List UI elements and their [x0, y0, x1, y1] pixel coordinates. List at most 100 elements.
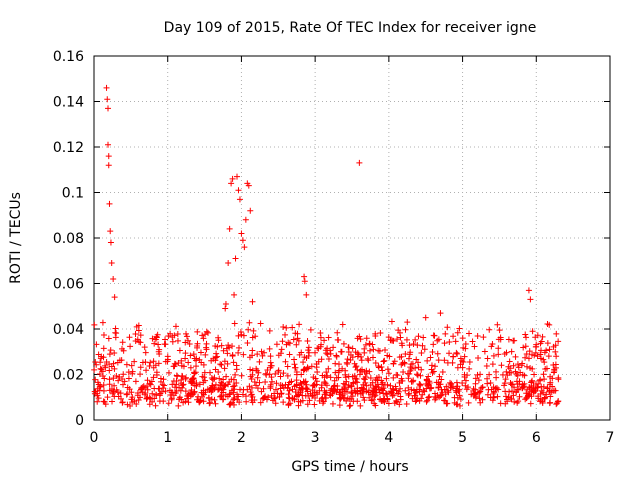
- data-point: [531, 352, 538, 359]
- data-point: [265, 394, 272, 401]
- data-point: [137, 332, 144, 339]
- data-point: [513, 371, 520, 378]
- data-point: [550, 343, 557, 350]
- data-point: [186, 340, 193, 347]
- data-point: [119, 339, 126, 346]
- data-point: [144, 386, 151, 393]
- data-point: [161, 382, 168, 389]
- data-point: [250, 327, 257, 334]
- data-point: [384, 381, 391, 388]
- data-point: [235, 187, 242, 194]
- data-point: [363, 370, 370, 377]
- data-point: [434, 392, 441, 399]
- data-point: [149, 390, 156, 397]
- data-point: [168, 395, 175, 402]
- chart-title: Day 109 of 2015, Rate Of TEC Index for r…: [164, 20, 537, 36]
- data-point: [393, 397, 400, 404]
- data-point: [406, 351, 413, 358]
- data-point: [273, 380, 280, 387]
- data-point: [459, 335, 466, 342]
- data-point: [372, 386, 379, 393]
- data-point: [366, 347, 373, 354]
- data-point: [245, 182, 252, 189]
- data-point: [254, 351, 261, 358]
- data-point: [303, 291, 310, 298]
- data-point: [444, 400, 451, 407]
- data-point: [395, 327, 402, 334]
- data-point: [464, 372, 471, 379]
- data-point: [352, 375, 359, 382]
- data-point: [232, 371, 239, 378]
- data-point: [216, 375, 223, 382]
- data-point: [459, 364, 466, 371]
- data-point: [454, 401, 461, 408]
- data-point: [431, 390, 438, 397]
- data-point: [424, 377, 431, 384]
- data-point: [267, 359, 274, 366]
- data-point: [552, 348, 559, 355]
- data-point: [354, 353, 361, 360]
- data-point: [362, 341, 369, 348]
- data-point: [123, 361, 130, 368]
- data-point: [466, 330, 473, 337]
- data-point: [483, 363, 490, 370]
- data-point: [524, 386, 531, 393]
- data-point: [225, 260, 232, 267]
- data-point: [201, 369, 208, 376]
- data-point: [523, 350, 530, 357]
- data-point: [310, 392, 317, 399]
- data-point: [136, 338, 143, 345]
- data-point: [243, 398, 250, 405]
- data-point: [196, 356, 203, 363]
- data-point: [106, 376, 113, 383]
- data-point: [269, 378, 276, 385]
- data-point: [261, 349, 268, 356]
- data-point: [133, 323, 140, 330]
- data-point: [474, 371, 481, 378]
- data-point: [283, 324, 290, 331]
- data-point: [129, 394, 136, 401]
- data-point: [111, 382, 118, 389]
- data-point: [324, 351, 331, 358]
- data-point: [205, 394, 212, 401]
- data-point: [289, 324, 296, 331]
- data-point: [132, 378, 139, 385]
- data-point: [370, 346, 377, 353]
- data-point: [286, 387, 293, 394]
- data-point: [237, 329, 244, 336]
- data-point: [424, 397, 431, 404]
- data-point: [412, 389, 419, 396]
- data-point: [259, 352, 266, 359]
- data-point: [428, 366, 435, 373]
- y-tick-label: 0.1: [62, 186, 84, 202]
- data-point: [378, 363, 385, 370]
- data-point: [285, 391, 292, 398]
- data-point: [300, 359, 307, 366]
- data-point: [394, 399, 401, 406]
- data-point: [425, 373, 432, 380]
- data-point: [538, 347, 545, 354]
- data-point: [233, 362, 240, 369]
- data-point: [435, 336, 442, 343]
- data-point: [266, 327, 273, 334]
- data-point: [420, 387, 427, 394]
- data-point: [272, 394, 279, 401]
- data-point: [202, 331, 209, 338]
- data-point: [195, 393, 202, 400]
- data-point: [285, 401, 292, 408]
- data-point: [312, 349, 319, 356]
- data-point: [105, 162, 112, 169]
- data-point: [290, 336, 297, 343]
- data-point: [188, 379, 195, 386]
- data-point: [432, 363, 438, 370]
- data-point: [484, 391, 491, 398]
- data-point: [489, 340, 496, 347]
- x-tick-label: 4: [384, 430, 393, 446]
- data-point: [384, 366, 391, 373]
- data-point: [239, 391, 246, 398]
- data-point: [399, 377, 406, 384]
- data-point: [358, 366, 365, 373]
- data-point: [258, 388, 265, 395]
- data-point: [523, 334, 530, 341]
- data-point: [209, 376, 216, 383]
